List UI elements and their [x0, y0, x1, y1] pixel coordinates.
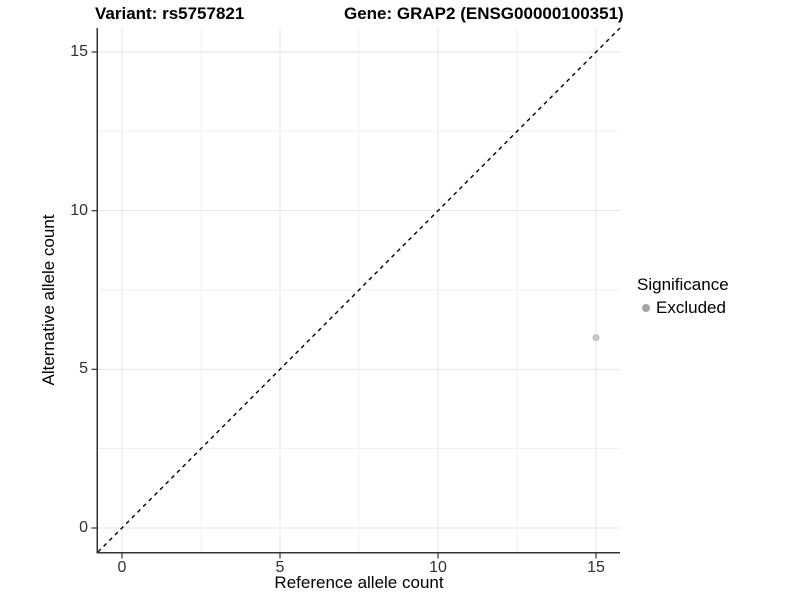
x-tick-label: 15 [587, 559, 605, 576]
legend-key-dot [641, 304, 650, 312]
y-tick-label: 0 [79, 519, 88, 536]
y-tick-label: 15 [70, 43, 88, 60]
legend-title: Significance [637, 275, 729, 294]
x-tick-label: 0 [117, 559, 127, 576]
x-tick-label: 10 [429, 559, 447, 576]
legend-item-label: Excluded [656, 298, 726, 317]
x-tick-label: 5 [275, 559, 285, 576]
identity-dashed-line [97, 27, 621, 553]
legend-point-icon [637, 300, 654, 317]
x-axis-title: Reference allele count [274, 573, 444, 592]
legend: Significance Excluded [637, 275, 729, 318]
variant-title: Variant: rs5757821 [95, 4, 245, 23]
gene-title: Gene: GRAP2 (ENSG00000100351) [344, 4, 624, 23]
legend-item: Excluded [637, 298, 729, 318]
y-axis-title: Alternative allele count [39, 214, 58, 386]
data-point [592, 334, 600, 342]
y-tick-label: 10 [70, 201, 88, 219]
y-tick-label: 5 [79, 360, 88, 378]
